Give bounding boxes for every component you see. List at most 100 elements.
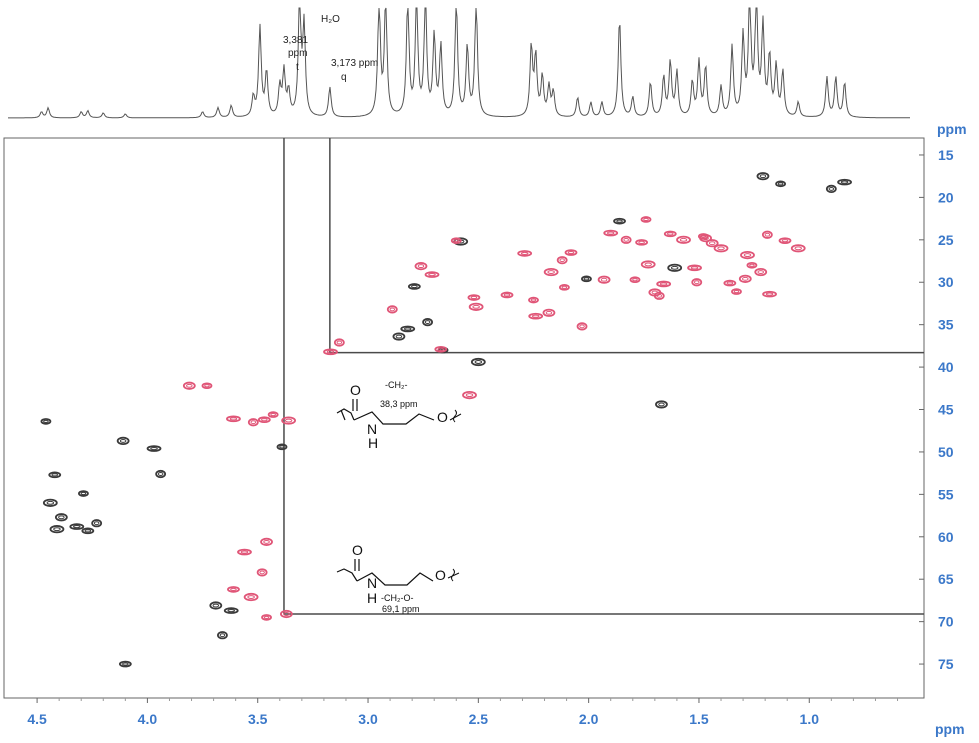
cross-peak-inner-contour — [212, 603, 220, 608]
cross-peak-inner-contour — [465, 393, 474, 398]
structure-2-carbonyl-oxygen: O — [352, 542, 363, 558]
y-tick-label: 15 — [938, 147, 954, 163]
positive-cross-peak — [746, 261, 758, 269]
cross-peak-inner-contour — [336, 340, 343, 345]
cross-peak-inner-contour — [567, 250, 575, 255]
positive-cross-peak — [691, 278, 703, 287]
cross-peak-inner-contour — [417, 264, 425, 269]
cross-peak-inner-contour — [547, 270, 555, 275]
cross-peak-inner-contour — [764, 232, 771, 237]
cross-peak-inner-contour — [474, 360, 483, 364]
positive-cross-peak — [676, 235, 691, 244]
cross-peak-inner-contour — [656, 293, 663, 298]
cross-peak-inner-contour — [743, 253, 752, 258]
structure-1-label-top: -CH₂- — [385, 380, 408, 390]
negative-cross-peak — [54, 513, 68, 522]
negative-cross-peak — [667, 263, 683, 272]
cross-peak-inner-contour — [759, 174, 767, 179]
y-tick-label: 60 — [938, 529, 954, 545]
negative-cross-peak — [118, 660, 132, 668]
cross-peak-inner-contour — [186, 383, 193, 388]
cross-peak-inner-contour — [270, 413, 276, 417]
positive-cross-peak — [414, 262, 428, 271]
positive-cross-peak — [731, 288, 742, 295]
cross-peak-inner-contour — [579, 324, 585, 329]
negative-cross-peak — [48, 471, 62, 479]
cross-peak-inner-contour — [437, 347, 445, 351]
cross-peak-inner-contour — [150, 446, 158, 451]
plot-frame — [3, 137, 925, 699]
x-tick-label: 4.5 — [27, 711, 47, 727]
positive-cross-peak — [699, 234, 712, 243]
cross-peak-inner-contour — [43, 419, 49, 423]
x-tick-label: 1.5 — [689, 711, 709, 727]
cross-peak-inner-contour — [638, 240, 645, 244]
cross-peak-inner-contour — [781, 239, 789, 243]
cross-peak-inner-contour — [389, 307, 396, 312]
cross-peak-inner-contour — [395, 334, 403, 339]
negative-cross-peak — [69, 523, 85, 530]
y-axis: 15 20 25 30 35 40 45 50 55 60 65 70 75 — [919, 147, 954, 672]
y-tick-label: 65 — [938, 571, 954, 587]
negative-cross-peak — [81, 527, 95, 535]
structure-1-nitrogen: N — [367, 421, 377, 437]
negative-cross-peak — [40, 418, 52, 425]
cross-peak-inner-contour — [240, 550, 249, 554]
negative-cross-peak — [217, 631, 228, 640]
structure-1-wavy-bond — [449, 409, 462, 423]
x-tick-label: 1.0 — [800, 711, 820, 727]
cross-peak-inner-contour — [227, 609, 235, 613]
positive-cross-peak — [790, 244, 806, 253]
positive-cross-peak — [576, 322, 588, 331]
positive-cross-peak — [468, 302, 484, 311]
cross-peak-inner-contour — [283, 612, 290, 616]
correlation-markers — [283, 138, 924, 615]
positive-cross-peak — [333, 338, 345, 347]
peak-annotation-water: H₂O — [321, 14, 340, 25]
positive-cross-peak — [261, 614, 272, 621]
structure-2-nitrogen: N — [367, 575, 377, 591]
positive-cross-peak — [738, 274, 752, 283]
x-tick-label: 3.5 — [248, 711, 268, 727]
positive-cross-peak — [740, 250, 755, 260]
positive-cross-peak — [467, 294, 481, 301]
negative-cross-peak — [78, 490, 89, 497]
negative-cross-peak — [49, 525, 65, 534]
cross-peak-inner-contour — [606, 231, 615, 235]
y-tick-label: 30 — [938, 274, 954, 290]
y-tick-label: 55 — [938, 486, 954, 502]
cross-peak-inner-contour — [73, 525, 81, 529]
cross-peak-inner-contour — [840, 180, 849, 184]
positive-cross-peak — [247, 418, 259, 427]
positive-cross-peak — [227, 586, 240, 593]
cross-peak-inner-contour — [51, 473, 58, 477]
cross-peak-inner-contour — [204, 384, 210, 388]
positive-cross-peak — [517, 250, 533, 257]
y-tick-label: 70 — [938, 614, 954, 630]
cross-peak-inner-contour — [794, 246, 802, 251]
positive-cross-peak — [629, 276, 641, 283]
negative-cross-peak — [155, 469, 167, 479]
cross-peak-inner-contour — [411, 284, 418, 289]
cross-peaks — [40, 172, 852, 668]
cross-peak-inner-contour — [230, 587, 237, 591]
negative-cross-peak — [392, 332, 406, 341]
cross-peak-inner-contour — [694, 280, 700, 285]
positive-cross-peak — [635, 239, 649, 246]
cross-peak-inner-contour — [261, 418, 268, 422]
cross-peak-inner-contour — [122, 662, 129, 666]
cross-peak-inner-contour — [659, 282, 668, 286]
cross-peak-inner-contour — [530, 298, 537, 302]
cross-peak-inner-contour — [726, 281, 734, 285]
negative-cross-peak — [223, 607, 239, 614]
cross-peak-inner-contour — [58, 515, 65, 520]
cross-peak-inner-contour — [424, 320, 431, 325]
positive-cross-peak — [267, 411, 279, 418]
y-tick-label: 20 — [938, 189, 954, 205]
cross-peak-inner-contour — [757, 270, 764, 275]
negative-cross-peak — [613, 217, 626, 225]
positive-cross-peak — [528, 296, 539, 304]
y-tick-label: 35 — [938, 317, 954, 333]
structure-2-label-top: -CH₂-O- — [381, 593, 413, 603]
negative-cross-peak — [775, 180, 786, 188]
